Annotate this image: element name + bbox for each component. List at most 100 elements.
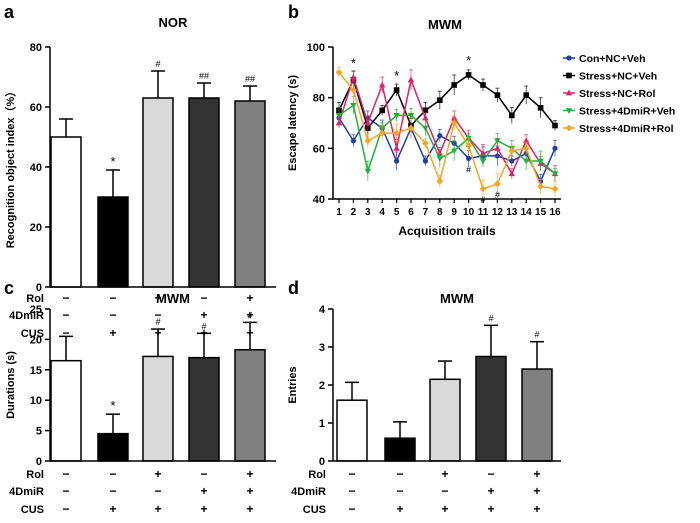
y-tick-label: 20 bbox=[30, 334, 42, 346]
significance-mark: * bbox=[110, 398, 115, 413]
data-point bbox=[350, 74, 357, 80]
treatment-sign: + bbox=[533, 467, 540, 481]
treatment-sign: − bbox=[396, 467, 403, 481]
y-tick-label: 5 bbox=[36, 426, 42, 438]
significance-mark: # bbox=[488, 313, 493, 323]
data-point bbox=[436, 156, 443, 162]
data-point bbox=[422, 125, 429, 132]
data-point bbox=[508, 170, 515, 177]
panel-letter: b bbox=[288, 2, 299, 22]
y-axis-label: Entries bbox=[287, 366, 299, 403]
data-point bbox=[437, 97, 443, 103]
bar bbox=[475, 355, 507, 462]
x-tick-label: 7 bbox=[423, 207, 429, 218]
treatment-sign: − bbox=[109, 308, 116, 322]
data-point bbox=[335, 113, 343, 119]
data-point bbox=[393, 129, 400, 137]
bar bbox=[188, 97, 220, 288]
data-point bbox=[494, 144, 501, 151]
legend-label: Con+NC+Veh bbox=[579, 53, 646, 65]
x-tick-label: 12 bbox=[492, 207, 504, 218]
treatment-label: CUS bbox=[303, 504, 326, 516]
y-tick-label: 80 bbox=[30, 42, 42, 54]
legend-marker bbox=[565, 89, 573, 96]
treatment-sign: − bbox=[200, 291, 207, 305]
data-point bbox=[422, 158, 428, 164]
data-point bbox=[451, 82, 457, 88]
treatment-sign: − bbox=[348, 467, 355, 481]
treatment-sign: + bbox=[246, 467, 253, 481]
data-point bbox=[364, 119, 371, 126]
treatment-sign: − bbox=[109, 484, 116, 498]
data-point bbox=[393, 144, 400, 151]
significance-mark: # bbox=[155, 317, 160, 327]
significance-mark: # bbox=[480, 195, 485, 205]
data-point bbox=[509, 158, 515, 164]
treatment-sign: + bbox=[441, 467, 448, 481]
significance-mark: # bbox=[534, 330, 539, 340]
panel-c: c MWM 0 5 10 15 20 25 Durations (s) * # # # Rol − − + − +4… bbox=[4, 278, 276, 516]
treatment-sign: − bbox=[62, 467, 69, 481]
bar bbox=[50, 359, 82, 462]
chart-title: NOR bbox=[159, 15, 189, 30]
data-point bbox=[407, 76, 415, 83]
x-tick-label: 2 bbox=[351, 207, 357, 218]
panel-d: d MWM 0 1 2 3 4 Entries # # Rol − − + − +4DmiR − − − + + CUS −… bbox=[287, 278, 561, 516]
x-tick-label: 11 bbox=[478, 207, 489, 218]
chart-title: MWM bbox=[440, 291, 474, 306]
treatment-sign: + bbox=[246, 484, 253, 498]
legend-label: Stress+4DmiR+Rol bbox=[579, 123, 674, 135]
x-tick-label: 16 bbox=[549, 207, 561, 218]
series-Stress+NC+Rol bbox=[335, 69, 559, 182]
x-tick-label: 13 bbox=[506, 207, 518, 218]
legend-marker bbox=[566, 72, 572, 79]
legend-label: Stress+NC+Veh bbox=[579, 71, 657, 83]
data-point bbox=[494, 138, 501, 145]
treatment-sign: + bbox=[396, 502, 403, 516]
treatment-sign: − bbox=[441, 484, 448, 498]
data-point bbox=[422, 139, 429, 147]
data-point bbox=[479, 185, 487, 193]
x-tick-label: 3 bbox=[365, 207, 371, 218]
treatment-sign: − bbox=[109, 467, 116, 481]
treatment-sign: − bbox=[62, 484, 69, 498]
data-point bbox=[479, 158, 487, 165]
panel-a: a NOR 0 20 40 60 80 Recognition object index（%）… bbox=[4, 2, 276, 340]
treatment-label: CUS bbox=[21, 504, 44, 516]
bar bbox=[234, 348, 266, 462]
data-point bbox=[465, 142, 472, 150]
treatment-sign: − bbox=[62, 308, 69, 322]
y-tick-label: 40 bbox=[313, 194, 325, 206]
data-point bbox=[364, 168, 371, 175]
data-point bbox=[350, 102, 357, 109]
panel-letter: c bbox=[4, 278, 14, 298]
significance-mark: * bbox=[394, 68, 399, 83]
treatment-label: 4DmiR bbox=[291, 486, 326, 498]
data-point bbox=[451, 148, 458, 155]
y-tick-label: 0 bbox=[36, 282, 42, 294]
treatment-sign: − bbox=[348, 484, 355, 498]
x-tick-label: 6 bbox=[408, 207, 414, 218]
y-tick-label: 2 bbox=[319, 380, 325, 392]
x-tick-label: 15 bbox=[535, 207, 547, 218]
data-point bbox=[422, 114, 429, 121]
legend-label: Stress+NC+Rol bbox=[579, 88, 656, 100]
y-tick-label: 0 bbox=[36, 456, 42, 468]
x-tick-label: 1 bbox=[336, 207, 342, 218]
series-line bbox=[338, 74, 556, 176]
data-point bbox=[508, 147, 516, 155]
treatment-sign: + bbox=[200, 502, 207, 516]
data-point bbox=[466, 155, 472, 162]
treatment-label: Rol bbox=[26, 293, 44, 305]
series-Stress+4DmiR+Rol bbox=[335, 66, 559, 198]
significance-mark: ## bbox=[245, 74, 255, 84]
data-point bbox=[436, 177, 444, 185]
treatment-sign: − bbox=[109, 291, 116, 305]
significance-mark: * bbox=[351, 55, 356, 70]
data-point bbox=[537, 158, 544, 165]
data-point bbox=[335, 68, 343, 76]
data-point bbox=[437, 133, 443, 139]
data-point bbox=[523, 158, 530, 165]
significance-mark: # bbox=[247, 310, 252, 320]
treatment-label: 4DmiR bbox=[9, 486, 44, 498]
